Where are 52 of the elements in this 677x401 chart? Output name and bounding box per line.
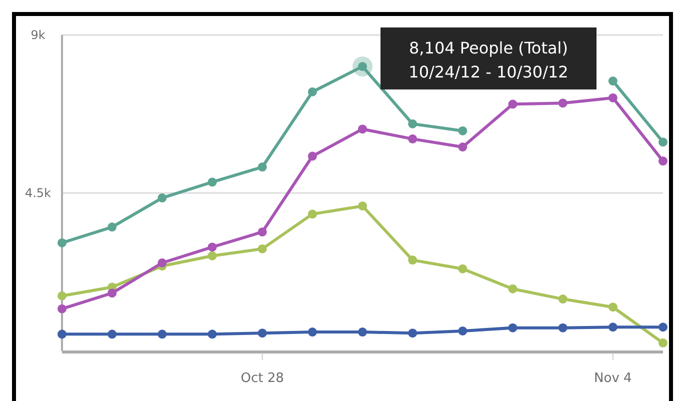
point: [258, 162, 267, 172]
point: [408, 119, 418, 128]
point: [408, 328, 418, 338]
point: [258, 244, 267, 254]
point: [508, 323, 518, 332]
point: [608, 322, 618, 332]
point: [558, 294, 568, 304]
point: [158, 258, 167, 268]
annotation: 8,104 People (Total) 10/24/12 - 10/30/12: [408, 38, 568, 82]
y-tick-label: 4.5k: [24, 186, 52, 200]
point: [358, 328, 367, 337]
point: [208, 242, 217, 252]
point: [108, 222, 117, 232]
point: [508, 100, 518, 109]
point: [308, 87, 317, 96]
point: [458, 126, 468, 136]
point: [358, 124, 367, 134]
point: [608, 302, 618, 312]
point: [58, 291, 66, 300]
point: [358, 201, 367, 210]
point: [208, 178, 217, 187]
point: [158, 193, 167, 202]
x-tick-label: Oct 28: [240, 371, 284, 386]
point: [658, 138, 668, 147]
x-tick-label: Nov 4: [594, 371, 632, 386]
point: [58, 304, 66, 314]
point: [558, 98, 568, 108]
point: [208, 330, 217, 339]
point: [458, 142, 468, 152]
point: [308, 152, 317, 161]
point: [108, 330, 117, 339]
point: [308, 328, 317, 337]
point: [408, 134, 418, 144]
point: [458, 264, 468, 274]
point: [608, 93, 618, 102]
point: [108, 288, 117, 298]
point: [208, 251, 217, 260]
point: [158, 330, 167, 339]
point: [558, 323, 568, 332]
point: [58, 238, 66, 248]
point: [658, 322, 668, 332]
point: [58, 330, 66, 339]
point: [608, 76, 618, 86]
point: [258, 328, 267, 338]
point: [658, 156, 668, 166]
point: [658, 338, 668, 348]
point: [508, 284, 518, 294]
point: [308, 210, 317, 219]
point: [458, 326, 468, 336]
point: [258, 227, 267, 236]
y-tick-label: 9k: [30, 28, 46, 42]
point: [408, 256, 418, 265]
